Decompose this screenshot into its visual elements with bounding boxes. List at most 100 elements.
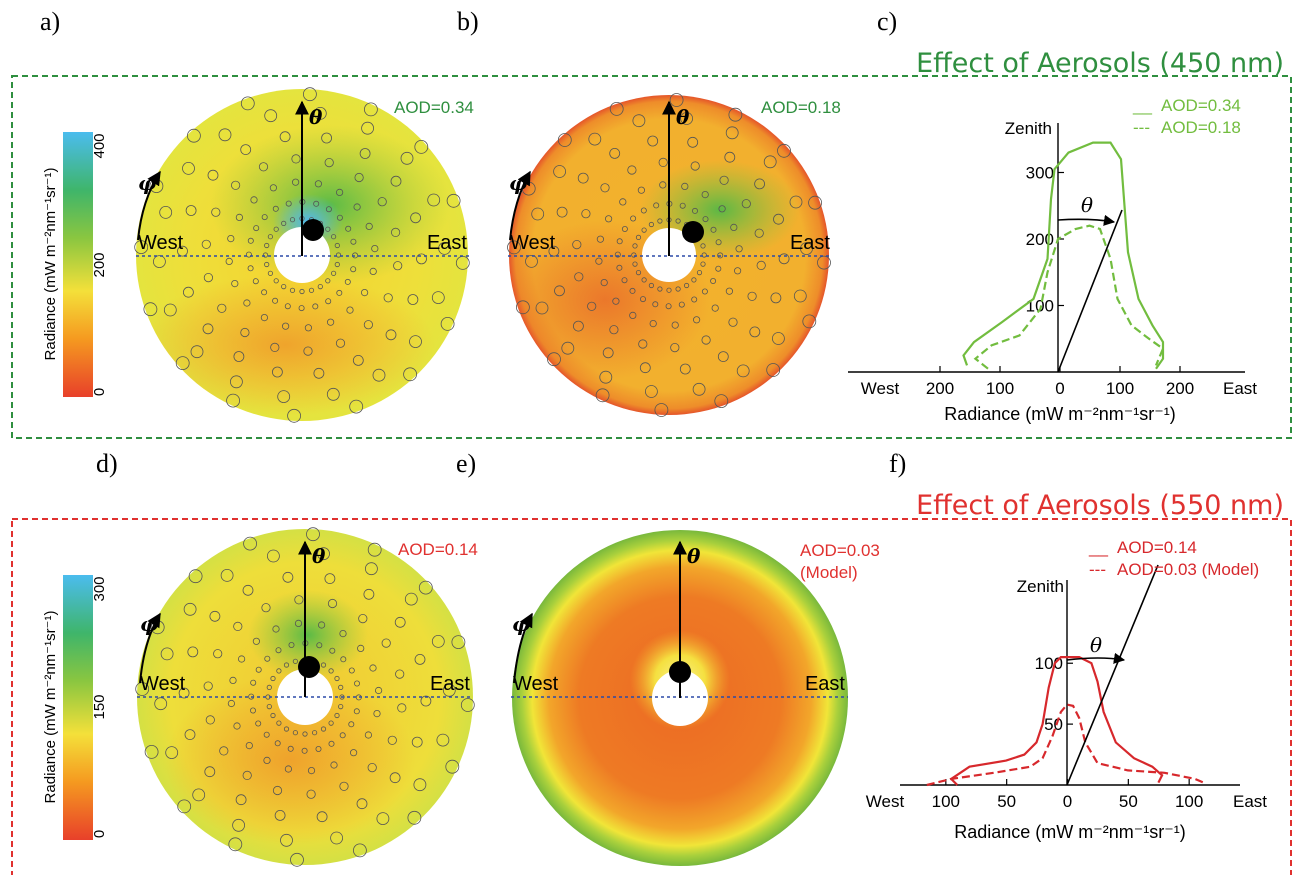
- colorbar-tick-max: 300: [91, 576, 108, 601]
- measurement-point: [637, 186, 646, 194]
- measurement-point: [657, 286, 663, 292]
- legend: __ AOD=0.14 --- AOD=0.03 (Model): [1088, 538, 1259, 579]
- measurement-point: [595, 257, 603, 265]
- measurement-point: [754, 178, 765, 190]
- measurement-point: [747, 291, 757, 301]
- measurement-point: [229, 676, 237, 685]
- measurement-point: [283, 726, 290, 732]
- measurement-point: [556, 206, 568, 218]
- measurement-point: [292, 658, 298, 664]
- measurement-point: [302, 731, 308, 737]
- sky-map-d: θ φ West East AOD=0.14: [135, 527, 478, 867]
- measurement-point: [327, 598, 338, 609]
- measurement-point: [701, 335, 711, 345]
- measurement-point: [553, 165, 566, 178]
- measurement-point: [276, 668, 282, 674]
- measurement-point: [264, 261, 270, 268]
- measurement-point: [595, 388, 610, 403]
- measurement-point: [431, 635, 445, 648]
- x-axis-title: Radiance (mW m⁻²nm⁻¹sr⁻¹): [944, 404, 1176, 424]
- view-direction-line: [1066, 564, 1159, 786]
- measurement-point: [249, 707, 256, 714]
- measurement-point: [335, 188, 344, 196]
- measurement-point: [372, 368, 386, 382]
- measurement-point: [233, 351, 245, 362]
- measurement-point: [671, 321, 679, 329]
- measurement-point: [207, 169, 219, 181]
- measurement-point: [330, 761, 338, 769]
- measurement-point: [754, 228, 764, 238]
- measurement-point: [255, 720, 262, 727]
- measurement-point: [272, 297, 279, 304]
- measurement-point: [185, 205, 197, 216]
- measurement-point: [317, 283, 323, 290]
- measurement-point: [339, 781, 349, 791]
- measurement-point: [263, 756, 271, 765]
- measurement-point: [284, 303, 291, 310]
- measurement-point: [692, 207, 699, 214]
- measurement-point: [243, 299, 251, 307]
- x-tick-label: 50: [997, 792, 1016, 811]
- measurement-point: [789, 195, 803, 209]
- measurement-point: [298, 305, 305, 312]
- measurement-point: [143, 302, 158, 317]
- measurement-point: [282, 571, 294, 583]
- measurement-point: [339, 732, 346, 739]
- measurement-point: [338, 703, 344, 710]
- measurement-point: [770, 292, 782, 304]
- measurement-point: [548, 245, 560, 257]
- measurement-point: [178, 687, 190, 699]
- measurement-point: [243, 536, 258, 551]
- measurement-point: [334, 242, 340, 249]
- legend-entry: AOD=0.18: [1161, 118, 1241, 137]
- measurement-point: [349, 399, 364, 414]
- measurement-point: [291, 154, 301, 164]
- measurement-point: [639, 362, 651, 374]
- sky-map-e: θ φ West East AOD=0.03 (Model): [511, 530, 880, 866]
- measurement-point: [258, 162, 269, 172]
- measurement-point: [377, 197, 387, 207]
- measurement-point: [288, 642, 295, 649]
- measurement-point: [749, 326, 761, 338]
- measurement-point: [311, 730, 318, 736]
- measurement-point: [264, 655, 271, 662]
- measurement-point: [328, 740, 335, 747]
- measurement-point: [817, 255, 831, 270]
- measurement-point: [420, 695, 432, 707]
- measurement-point: [641, 277, 647, 283]
- measurement-point: [645, 385, 658, 398]
- measurement-point: [691, 296, 698, 303]
- y-tick-label: 100: [1026, 297, 1054, 316]
- measurement-point: [272, 785, 283, 796]
- measurement-point: [413, 778, 427, 792]
- measurement-point: [687, 136, 699, 148]
- measurement-point: [240, 144, 252, 156]
- measurement-point: [773, 213, 784, 225]
- x-tick-label: 50: [1119, 792, 1138, 811]
- panel-letter-f: f): [889, 449, 906, 478]
- measurement-point: [736, 364, 750, 378]
- measurement-point: [616, 264, 623, 271]
- sun-marker: [302, 219, 324, 241]
- measurement-point: [364, 562, 378, 576]
- measurement-point: [301, 747, 308, 754]
- aod-label: AOD=0.18: [761, 98, 841, 117]
- measurement-point: [374, 686, 383, 695]
- measurement-point: [730, 223, 738, 231]
- measurement-point: [756, 260, 766, 270]
- measurement-point: [632, 261, 638, 267]
- measurement-point: [326, 318, 335, 326]
- measurement-point: [264, 242, 270, 249]
- measurement-point: [715, 265, 722, 272]
- measurement-point: [245, 741, 253, 750]
- measurement-point: [648, 282, 655, 289]
- measurement-point: [666, 287, 672, 293]
- measurement-point: [325, 206, 332, 213]
- measurement-point: [619, 198, 627, 206]
- measurement-point: [561, 341, 575, 355]
- phi-arrow: [139, 612, 161, 684]
- measurement-point: [418, 580, 433, 595]
- measurement-point: [227, 235, 235, 243]
- measurement-point: [400, 151, 414, 165]
- measurement-point: [177, 245, 188, 257]
